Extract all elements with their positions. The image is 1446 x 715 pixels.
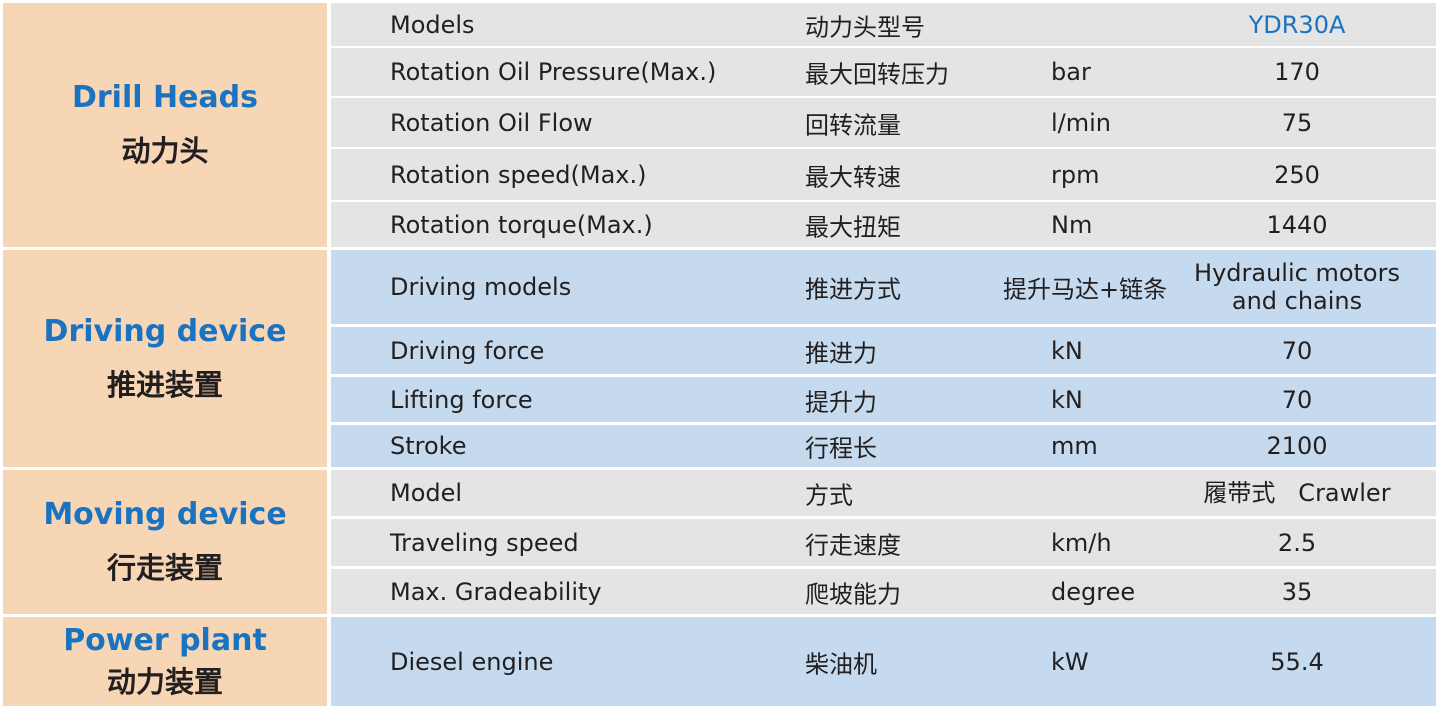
- param-value-text: 55.4: [1270, 647, 1324, 676]
- group-header: Driving device 推进装置: [3, 250, 327, 467]
- table-row: Diesel engine 柴油机 kW 55.4: [331, 617, 1436, 706]
- group-title-en: Moving device: [43, 497, 287, 532]
- param-name-cn: 行走速度: [805, 531, 901, 559]
- param-unit: 提升马达+链条: [1003, 275, 1168, 304]
- spec-group: Drill Heads 动力头 Models 动力头型号 YDR30A Rotat…: [3, 3, 1436, 247]
- param-name-cn: 爬坡能力: [805, 580, 901, 608]
- param-name-cn: 最大回转压力: [805, 60, 949, 89]
- param-name-cn: 回转流量: [805, 111, 901, 139]
- table-row: Models 动力头型号 YDR30A: [331, 3, 1436, 46]
- spec-group: Moving device 行走装置 Model 方式 履带式 Crawler T…: [3, 470, 1436, 614]
- param-value-text: 70: [1281, 336, 1313, 365]
- spec-group: Driving device 推进装置 Driving models 推进方式 …: [3, 250, 1436, 467]
- group-title-en: Driving device: [43, 313, 287, 349]
- group-header: Moving device 行走装置: [3, 470, 327, 614]
- param-unit: kN: [1051, 385, 1083, 414]
- param-name-en: Rotation Oil Pressure(Max.): [390, 58, 717, 86]
- param-unit: kN: [1051, 336, 1083, 365]
- param-name-en: Rotation speed(Max.): [390, 160, 647, 189]
- param-unit: km/h: [1051, 528, 1112, 557]
- param-value-text: 170: [1274, 58, 1320, 86]
- param-unit: bar: [1051, 58, 1091, 86]
- group-title-en: Drill Heads: [71, 80, 259, 115]
- param-unit: l/min: [1051, 108, 1112, 137]
- group-title-cn: 推进装置: [106, 367, 223, 402]
- param-unit: kW: [1051, 647, 1089, 676]
- param-unit: Nm: [1051, 210, 1093, 239]
- param-name-cn: 最大扭矩: [805, 213, 901, 241]
- param-value-text: 70: [1281, 385, 1313, 414]
- table-row: Lifting force 提升力 kN 70: [331, 377, 1436, 422]
- param-value-text: Hydraulic motors and chains: [1194, 259, 1400, 315]
- group-title-en: Power plant: [63, 622, 267, 658]
- param-name-cn: 方式: [805, 481, 853, 510]
- param-name-en: Traveling speed: [390, 528, 579, 557]
- param-name-cn: 推进力: [805, 339, 877, 367]
- param-value-text: YDR30A: [1248, 10, 1346, 39]
- param-name-cn: 推进方式: [805, 275, 901, 304]
- param-name-cn: 提升力: [805, 388, 877, 416]
- table-row: Driving models 推进方式 提升马达+链条 Hydraulic mo…: [331, 250, 1436, 324]
- group-title-cn: 动力装置: [106, 664, 223, 699]
- param-unit: mm: [1051, 432, 1098, 460]
- param-name-en: Lifting force: [390, 385, 533, 414]
- param-value-text: 250: [1274, 160, 1320, 189]
- param-value-text: 35: [1281, 577, 1313, 606]
- param-unit: rpm: [1051, 160, 1100, 189]
- param-name-cn: 最大转速: [805, 163, 901, 191]
- table-row: Rotation torque(Max.) 最大扭矩 Nm 1440: [331, 202, 1436, 247]
- table-row: Rotation Oil Flow 回转流量 l/min 75: [331, 98, 1436, 147]
- param-name-cn: 行程长: [805, 434, 877, 463]
- group-title-cn: 动力头: [121, 134, 209, 168]
- param-name-en: Model: [390, 479, 463, 507]
- param-value-text: 75: [1281, 108, 1313, 137]
- param-name-en: Driving force: [390, 336, 545, 365]
- group-title-cn: 行走装置: [106, 551, 223, 585]
- param-name-en: Driving models: [390, 273, 572, 301]
- table-row: Rotation speed(Max.) 最大转速 rpm 250: [331, 149, 1436, 200]
- table-row: Rotation Oil Pressure(Max.) 最大回转压力 bar 1…: [331, 48, 1436, 96]
- param-value-text: 履带式 Crawler: [1203, 479, 1391, 507]
- param-name-en: Rotation Oil Flow: [390, 108, 593, 137]
- table-row: Stroke 行程长 mm 2100: [331, 425, 1436, 467]
- group-header: Drill Heads 动力头: [3, 3, 327, 247]
- group-header: Power plant 动力装置: [3, 617, 327, 706]
- table-row: Traveling speed 行走速度 km/h 2.5: [331, 519, 1436, 566]
- param-value-text: 2100: [1266, 432, 1328, 460]
- param-name-en: Max. Gradeability: [390, 577, 602, 606]
- param-value-text: 2.5: [1277, 528, 1317, 557]
- table-row: Model 方式 履带式 Crawler: [331, 470, 1436, 516]
- spec-group: Power plant 动力装置 Diesel engine 柴油机 kW 55…: [3, 617, 1436, 706]
- param-name-en: Rotation torque(Max.): [390, 210, 653, 239]
- param-name-en: Stroke: [390, 432, 467, 460]
- param-name-cn: 动力头型号: [805, 13, 925, 41]
- table-row: Driving force 推进力 kN 70: [331, 327, 1436, 374]
- param-name-en: Models: [390, 10, 475, 39]
- table-row: Max. Gradeability 爬坡能力 degree 35: [331, 569, 1436, 614]
- param-value-text: 1440: [1266, 210, 1328, 239]
- param-name-cn: 柴油机: [805, 650, 877, 678]
- param-unit: degree: [1051, 577, 1136, 606]
- param-name-en: Diesel engine: [390, 647, 554, 676]
